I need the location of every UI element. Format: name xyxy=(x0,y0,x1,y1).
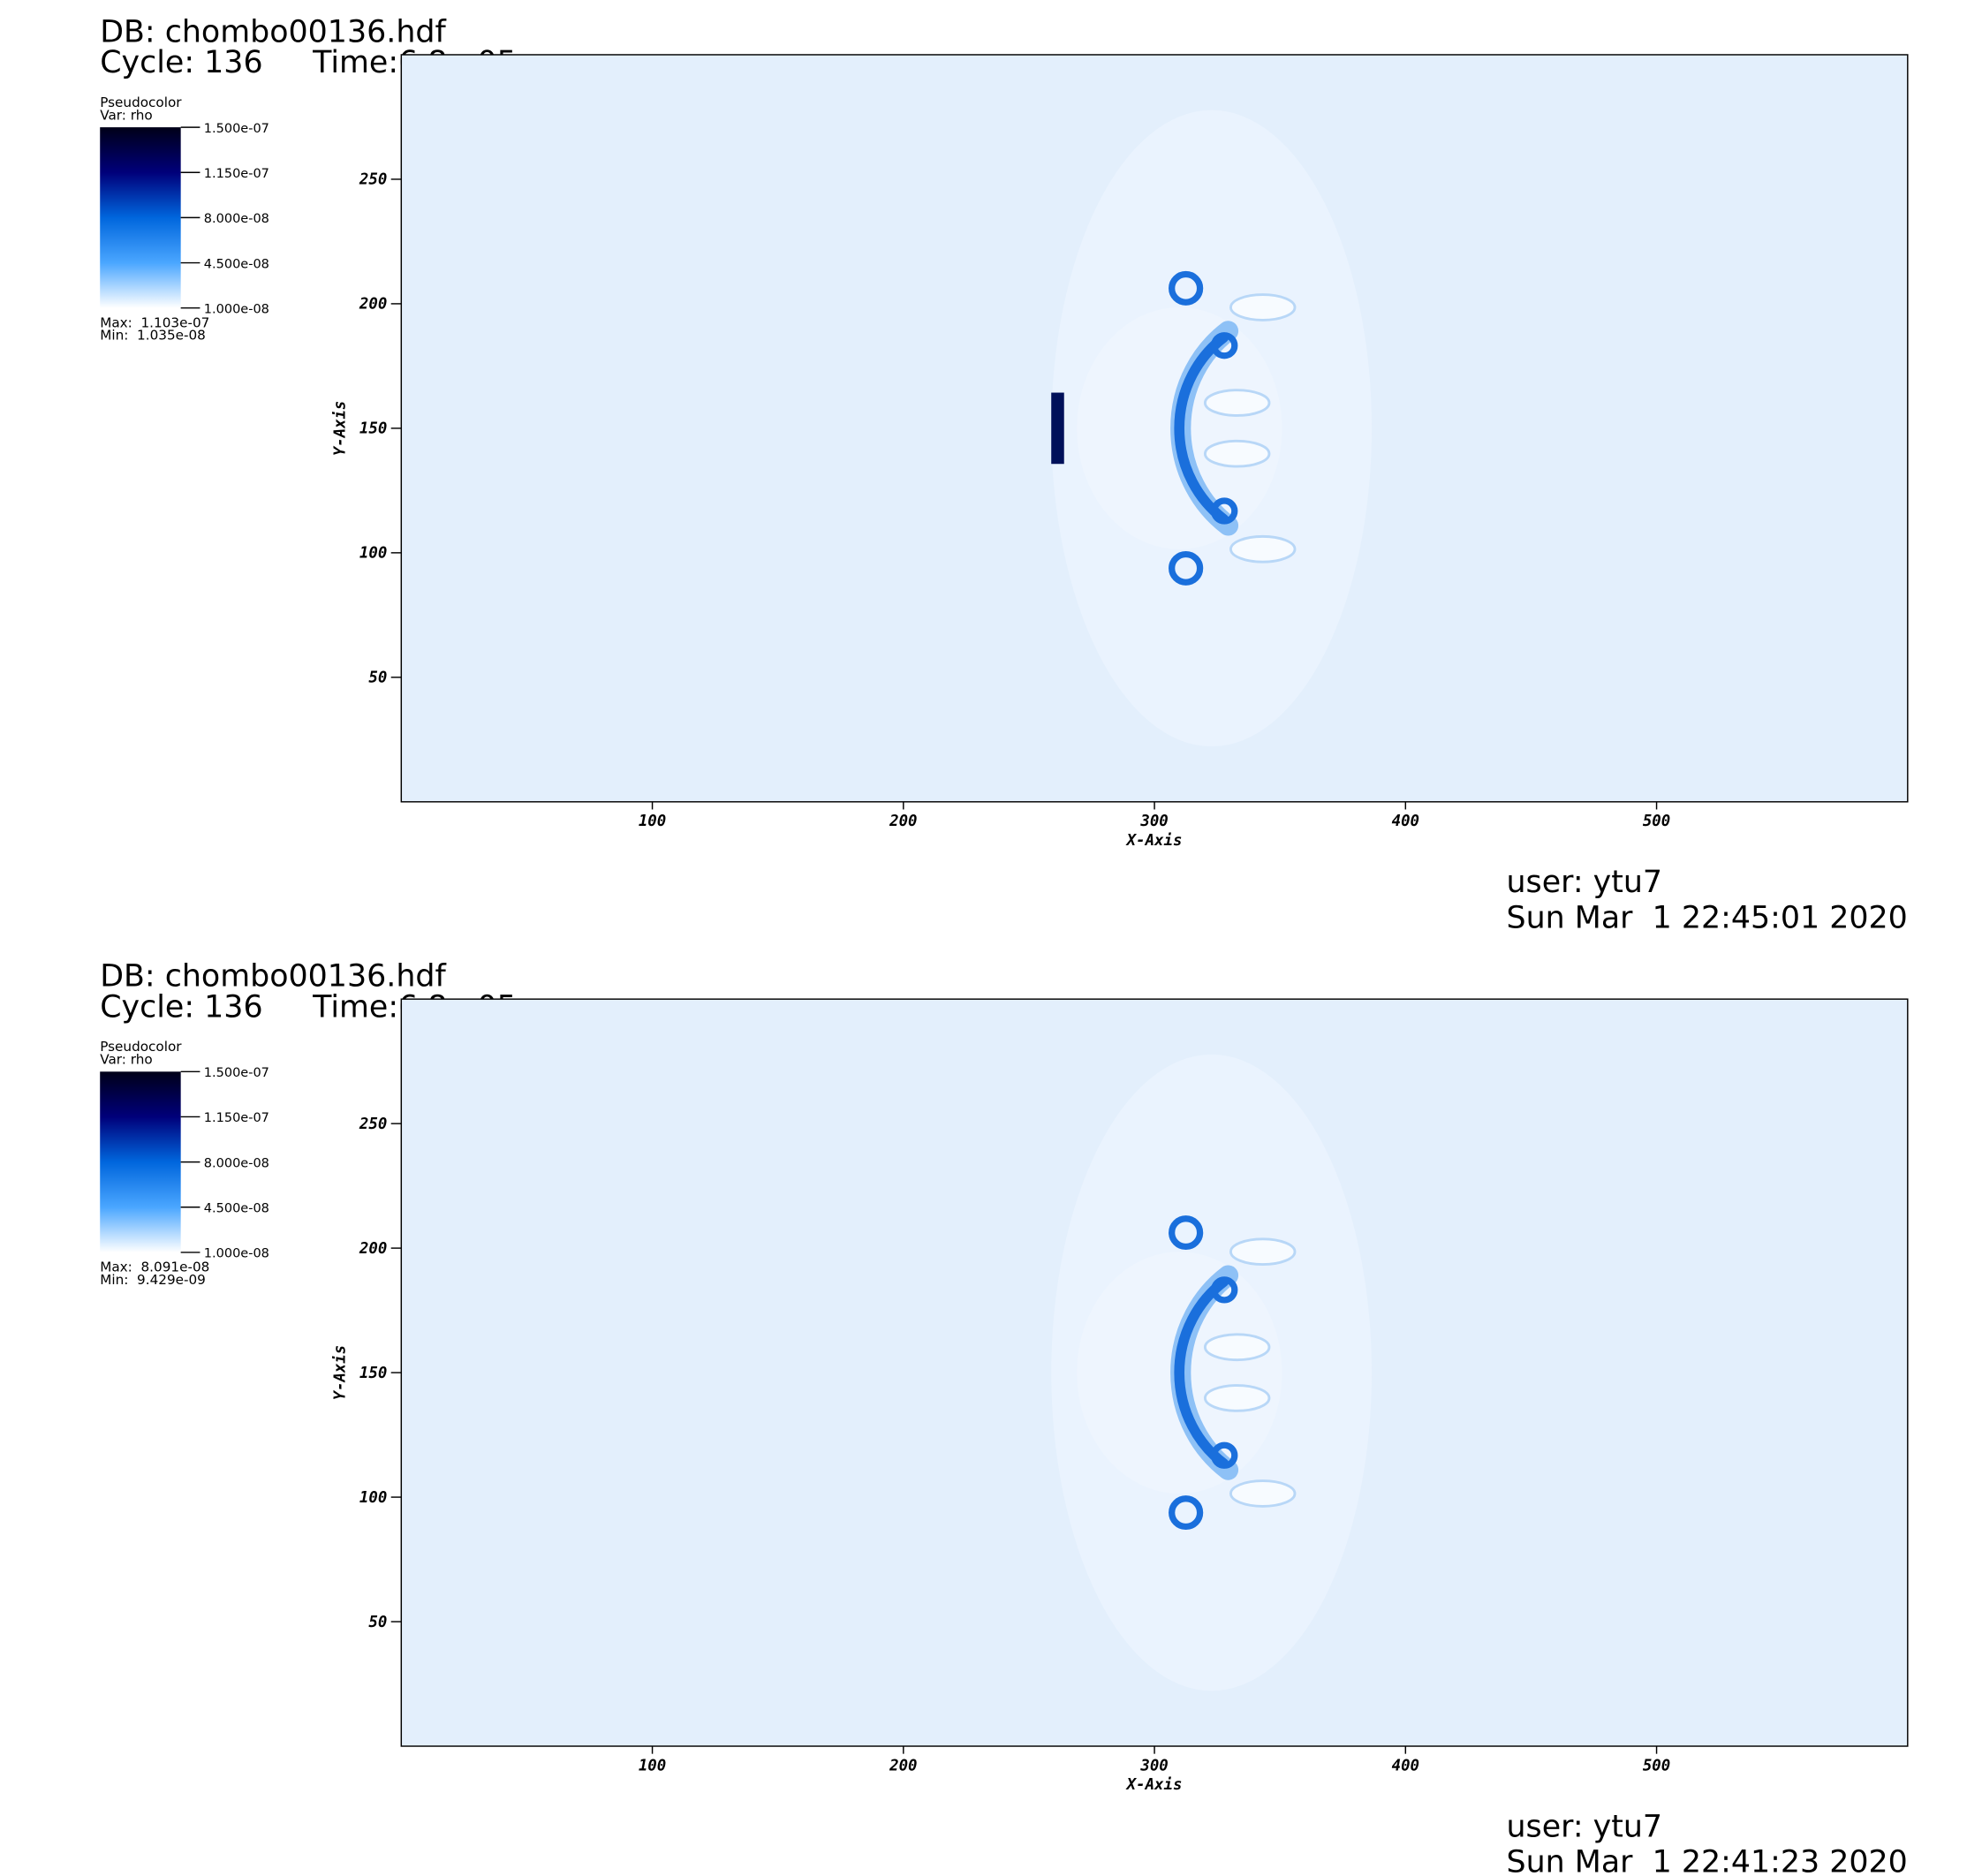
y-tick-label: 50 xyxy=(368,669,387,687)
vortex-trail xyxy=(1203,389,1271,417)
legend-variable: Var: rho xyxy=(100,1052,152,1068)
legend-title: Pseudocolor xyxy=(100,1039,182,1055)
y-tick-label: 50 xyxy=(368,1614,387,1631)
y-tick-label: 250 xyxy=(359,1116,387,1133)
legend-max: Max: 8.091e-08 xyxy=(100,1259,209,1275)
colorbar xyxy=(100,1071,181,1252)
colorbar-tick-label: 1.500e-07 xyxy=(204,122,269,136)
vortex-trail xyxy=(1229,1237,1297,1267)
colorbar-tick-label: 1.500e-07 xyxy=(204,1066,269,1080)
x-tick-label: 500 xyxy=(1643,1757,1670,1774)
y-axis-label: Y-Axis xyxy=(331,1345,349,1400)
vortex-trail xyxy=(1203,439,1271,468)
colorbar-tick-label: 1.000e-08 xyxy=(204,1247,269,1261)
legend-min: Min: 9.429e-09 xyxy=(100,1272,206,1288)
y-tick-label: 100 xyxy=(359,1489,387,1507)
density-shell xyxy=(1174,332,1229,525)
legend-min: Min: 1.035e-08 xyxy=(100,328,206,344)
density-shell xyxy=(1174,1276,1229,1469)
legend-title: Pseudocolor xyxy=(100,95,182,110)
y-tick-label: 200 xyxy=(359,1240,387,1258)
y-axis-label: Y-Axis xyxy=(331,401,349,456)
user: user: ytu7 xyxy=(1506,865,1662,900)
vortex-cap xyxy=(1169,270,1204,306)
x-tick-label: 500 xyxy=(1643,813,1670,830)
x-tick-label: 400 xyxy=(1392,1757,1419,1774)
vortex-cap xyxy=(1210,1276,1238,1304)
vortex-cap xyxy=(1169,1495,1204,1531)
date: Sun Mar 1 22:45:01 2020 xyxy=(1506,901,1907,936)
db-title: DB: chombo00136.hdf xyxy=(100,15,446,50)
cycle: Cycle: 136 xyxy=(100,989,262,1025)
legend-max: Max: 1.103e-07 xyxy=(100,314,209,330)
vortex-trail xyxy=(1203,1333,1271,1362)
x-axis-label: X-Axis xyxy=(1125,1776,1183,1794)
vortex-trail xyxy=(1203,1384,1271,1412)
date: Sun Mar 1 22:41:23 2020 xyxy=(1506,1845,1907,1876)
legend-variable: Var: rho xyxy=(100,108,152,124)
y-tick-label: 150 xyxy=(359,1365,387,1382)
colorbar-tick-label: 1.000e-08 xyxy=(204,303,269,317)
db-title: DB: chombo00136.hdf xyxy=(100,959,446,995)
vortex-trail xyxy=(1229,293,1297,321)
vortex-trail xyxy=(1229,1479,1297,1508)
vortex-cap xyxy=(1210,332,1238,359)
density-peak xyxy=(1051,392,1064,465)
vortex-trail xyxy=(1229,534,1297,564)
vortex-cap xyxy=(1169,1215,1204,1251)
colorbar xyxy=(100,127,181,308)
user: user: ytu7 xyxy=(1506,1809,1662,1844)
x-tick-label: 200 xyxy=(889,1757,917,1774)
x-tick-label: 200 xyxy=(889,813,917,830)
x-axis-label: X-Axis xyxy=(1125,832,1183,850)
colorbar-tick-label: 1.150e-07 xyxy=(204,1111,269,1125)
cycle: Cycle: 136 xyxy=(100,45,262,80)
colorbar-tick-label: 4.500e-08 xyxy=(204,257,269,271)
vortex-cap xyxy=(1210,497,1238,525)
x-tick-label: 100 xyxy=(639,1757,666,1774)
y-tick-label: 200 xyxy=(359,296,387,314)
y-tick-label: 100 xyxy=(359,545,387,563)
vortex-cap xyxy=(1210,1441,1238,1469)
x-tick-label: 300 xyxy=(1139,1757,1168,1774)
y-tick-label: 150 xyxy=(359,420,387,438)
x-tick-label: 100 xyxy=(639,813,666,830)
colorbar-tick-label: 8.000e-08 xyxy=(204,212,269,226)
colorbar-tick-label: 4.500e-08 xyxy=(204,1202,269,1216)
colorbar-tick-label: 1.150e-07 xyxy=(204,167,269,181)
x-tick-label: 400 xyxy=(1392,813,1419,830)
vortex-cap xyxy=(1169,550,1204,586)
colorbar-tick-label: 8.000e-08 xyxy=(204,1156,269,1170)
x-tick-label: 300 xyxy=(1139,813,1168,830)
y-tick-label: 250 xyxy=(359,171,387,189)
